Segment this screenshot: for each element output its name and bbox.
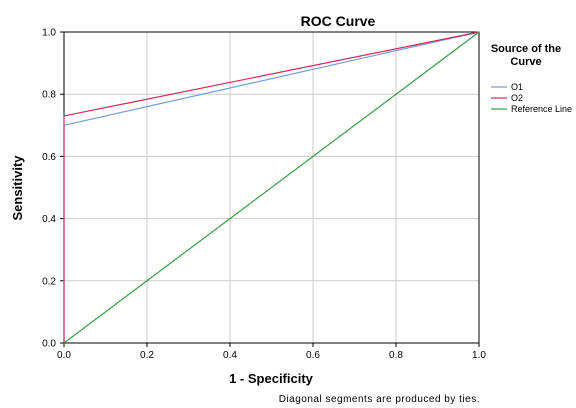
legend-title-line2: Curve bbox=[510, 56, 541, 68]
x-tick-label: 0.0 bbox=[57, 350, 71, 361]
y-tick-label: 1.0 bbox=[42, 28, 56, 39]
legend-label-reference-line: Reference Line bbox=[511, 104, 572, 114]
legend-label-o1: O1 bbox=[511, 82, 523, 92]
y-axis-ticks: 0.0 0.2 0.4 0.6 0.8 1.0 bbox=[42, 28, 64, 350]
x-tick-label: 0.4 bbox=[223, 350, 237, 361]
series-line-reference-line bbox=[63, 31, 480, 344]
y-tick-label: 0.8 bbox=[42, 90, 56, 101]
y-axis-title: Sensitivity bbox=[10, 155, 25, 221]
y-tick-label: 0.2 bbox=[42, 276, 56, 287]
legend-label-o2: O2 bbox=[511, 93, 523, 103]
x-tick-label: 0.8 bbox=[389, 350, 403, 361]
y-tick-label: 0.0 bbox=[42, 339, 56, 350]
x-tick-label: 0.2 bbox=[140, 350, 154, 361]
x-tick-label: 1.0 bbox=[472, 350, 486, 361]
y-tick-label: 0.4 bbox=[42, 214, 56, 225]
chart-title: ROC Curve bbox=[301, 13, 376, 29]
grid bbox=[64, 32, 479, 343]
x-axis-ticks: 0.0 0.2 0.4 0.6 0.8 1.0 bbox=[57, 343, 486, 361]
footnote: Diagonal segments are produced by ties. bbox=[279, 394, 480, 405]
series-group bbox=[63, 31, 480, 344]
x-tick-label: 0.6 bbox=[306, 350, 320, 361]
x-axis-title: 1 - Specificity bbox=[229, 371, 314, 386]
series-line-o2 bbox=[63, 31, 480, 343]
y-tick-label: 0.6 bbox=[42, 152, 56, 163]
legend-title-line1: Source of the bbox=[491, 43, 561, 55]
